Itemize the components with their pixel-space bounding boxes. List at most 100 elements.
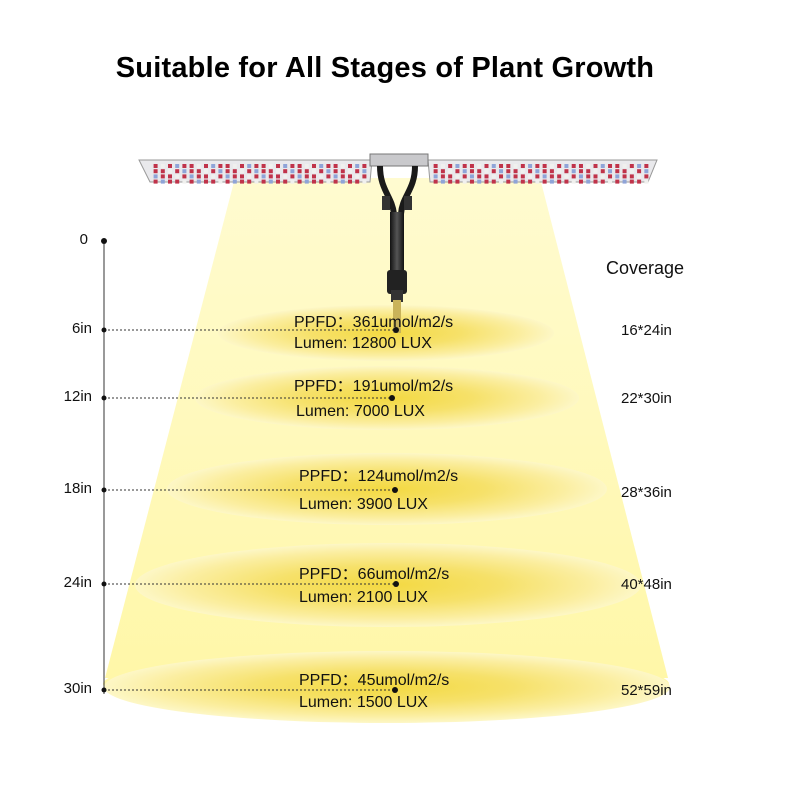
led-chip <box>153 164 158 168</box>
led-chip <box>254 164 259 168</box>
led-chip <box>362 179 367 184</box>
led-chip <box>513 179 518 184</box>
led-chip <box>499 179 504 184</box>
led-chip <box>218 164 223 168</box>
led-chip <box>312 164 316 168</box>
light-spot-18in <box>167 453 607 525</box>
panel-hinge <box>369 153 429 167</box>
led-chip <box>578 174 583 179</box>
led-chip <box>196 179 201 184</box>
ppfd-value-24in: PPFD：66umol/m2/s <box>299 566 450 583</box>
led-chip <box>297 164 302 168</box>
led-chip <box>440 169 445 174</box>
led-chip <box>593 174 598 179</box>
led-chip <box>196 174 201 179</box>
led-chip <box>196 164 201 168</box>
coverage-value-12in: 22*30in <box>621 390 672 407</box>
led-chip <box>448 164 453 168</box>
led-chip <box>340 164 345 168</box>
led-chip <box>182 169 187 174</box>
led-chip <box>297 169 302 174</box>
light-spot-30in <box>104 651 670 723</box>
led-chip <box>440 174 445 179</box>
led-chip <box>637 169 642 174</box>
led-chip <box>247 174 252 179</box>
axis-dot-24in <box>101 581 107 587</box>
led-chip <box>477 169 482 174</box>
led-chip <box>362 164 367 168</box>
led-chip <box>644 179 649 184</box>
led-chip <box>240 174 244 179</box>
led-chip <box>348 169 352 174</box>
lumen-value-6in: Lumen: 12800 LUX <box>294 335 432 352</box>
led-chip <box>168 174 172 179</box>
led-chip <box>549 174 554 179</box>
led-chip <box>571 174 576 179</box>
gooseneck-stand <box>377 165 418 333</box>
led-chip <box>204 164 208 168</box>
led-chip <box>276 174 280 179</box>
led-chip <box>319 164 324 168</box>
led-chip <box>491 179 496 184</box>
ppfd-value-30in: PPFD：45umol/m2/s <box>299 672 450 689</box>
led-chip <box>290 164 295 168</box>
light-spot-12in <box>195 366 579 430</box>
led-chip <box>520 174 525 179</box>
lumen-value-24in: Lumen: 2100 LUX <box>299 589 428 606</box>
axis-dot-18in <box>101 487 107 493</box>
led-chip <box>225 174 230 179</box>
led-chip <box>542 169 547 174</box>
led-chip <box>153 179 158 184</box>
led-chip <box>615 164 620 168</box>
led-chip <box>600 174 605 179</box>
height-label-24in: 24in <box>63 574 92 591</box>
led-chip <box>312 179 316 184</box>
led-chip <box>319 179 324 184</box>
led-chip <box>637 179 642 184</box>
led-chip <box>204 169 208 174</box>
led-panel-left <box>138 159 373 184</box>
led-chip <box>506 164 511 168</box>
coverage-title: Coverage <box>606 258 685 278</box>
led-chip <box>455 179 460 184</box>
led-chip <box>240 164 244 168</box>
led-chip <box>440 179 445 184</box>
led-chip <box>326 164 331 168</box>
led-chip <box>283 169 288 174</box>
led-chip <box>499 164 504 168</box>
coverage-value-6in: 16*24in <box>621 322 672 339</box>
led-chip <box>622 174 627 179</box>
led-chip <box>340 169 345 174</box>
led-chip <box>340 179 345 184</box>
led-chip <box>586 164 591 168</box>
led-chip <box>312 174 316 179</box>
led-chip <box>469 179 474 184</box>
led-chip <box>448 174 453 179</box>
led-chip <box>304 174 309 179</box>
led-chip <box>491 169 496 174</box>
led-chip <box>211 169 216 174</box>
led-chip <box>240 169 244 174</box>
led-chip <box>160 164 165 168</box>
led-chip <box>557 179 562 184</box>
led-chip <box>175 164 180 168</box>
led-chip <box>333 164 338 168</box>
led-chip <box>484 174 489 179</box>
led-chip <box>455 169 460 174</box>
led-chip <box>629 164 634 168</box>
page-title: Suitable for All Stages of Plant Growth <box>115 52 655 84</box>
led-chip <box>484 164 489 168</box>
led-chip <box>232 164 237 168</box>
led-chip <box>218 169 223 174</box>
led-chip <box>608 174 613 179</box>
led-chip <box>513 174 518 179</box>
led-chip <box>615 174 620 179</box>
led-chip <box>586 174 591 179</box>
led-chip <box>448 179 453 184</box>
led-chip <box>506 169 511 174</box>
led-chip <box>477 164 482 168</box>
led-chip <box>232 169 237 174</box>
led-chip <box>182 164 187 168</box>
led-chip <box>557 164 562 168</box>
